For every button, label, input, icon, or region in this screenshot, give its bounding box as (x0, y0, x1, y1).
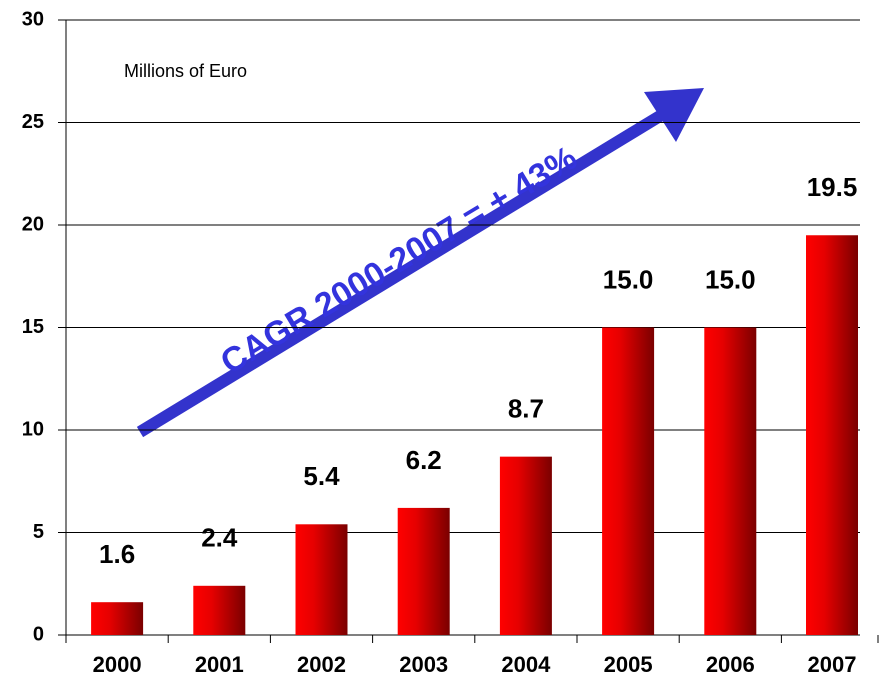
x-tick-label: 2005 (604, 652, 653, 677)
value-label: 19.5 (807, 172, 858, 202)
bar (193, 585, 246, 635)
x-tick-label: 2001 (195, 652, 244, 677)
value-label: 15.0 (705, 264, 756, 294)
value-label: 5.4 (303, 461, 340, 491)
value-label: 2.4 (201, 523, 238, 553)
y-tick-label: 0 (33, 623, 44, 645)
cagr-label: CAGR 2000-2007 = + 43% (214, 139, 584, 382)
bar (602, 327, 655, 635)
x-tick-label: 2002 (297, 652, 346, 677)
x-tick-label: 2006 (706, 652, 755, 677)
bar (397, 507, 450, 635)
unit-label: Millions of Euro (124, 61, 247, 81)
y-tick-label: 30 (22, 8, 44, 30)
x-tick-label: 2004 (501, 652, 551, 677)
bar (704, 327, 757, 635)
y-tick-label: 10 (22, 418, 44, 440)
x-tick-label: 2000 (93, 652, 142, 677)
cagr-arrow (136, 88, 704, 438)
value-label: 8.7 (508, 394, 544, 424)
bar (295, 524, 348, 635)
value-label: 15.0 (603, 264, 654, 294)
x-tick-label: 2007 (808, 652, 857, 677)
bar (91, 602, 144, 635)
y-tick-label: 20 (22, 213, 44, 235)
value-label: 6.2 (406, 445, 442, 475)
value-label: 1.6 (99, 539, 135, 569)
x-tick-label: 2003 (399, 652, 448, 677)
bar (499, 456, 552, 635)
y-tick-label: 15 (22, 316, 44, 338)
y-tick-label: 25 (22, 111, 44, 133)
y-tick-label: 5 (33, 521, 44, 543)
bar (806, 235, 858, 635)
